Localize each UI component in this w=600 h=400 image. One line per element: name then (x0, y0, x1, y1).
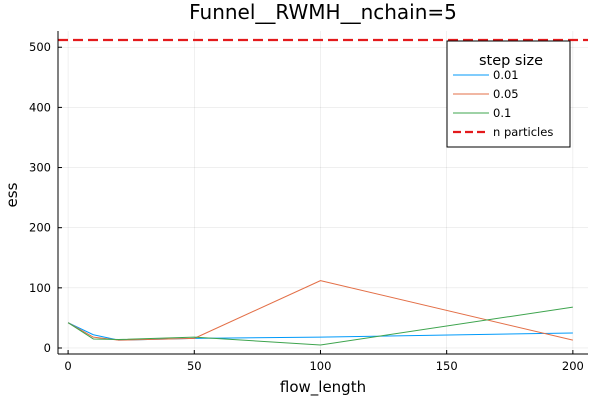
legend: step size 0.01 0.05 0.1 n particles (446, 40, 571, 148)
y-axis-label: ess (3, 182, 21, 207)
legend-entries: 0.01 0.05 0.1 n particles (453, 68, 553, 139)
x-tick-label: 0 (64, 359, 71, 373)
axes (57, 31, 588, 355)
legend-label: n particles (493, 125, 553, 139)
legend-title: step size (479, 53, 543, 69)
x-tick-label: 50 (187, 359, 202, 373)
legend-label: 0.01 (493, 68, 519, 82)
x-tick-label: 200 (562, 359, 584, 373)
y-tick-label: 0 (44, 341, 51, 355)
ticks: 0 50 100 150 200 0 100 200 300 400 500 (29, 40, 584, 373)
series-layer (58, 38, 588, 346)
x-tick-label: 100 (309, 359, 331, 373)
y-tick-label: 200 (29, 221, 51, 235)
series-line-0.1 (67, 306, 573, 346)
legend-label: 0.1 (493, 106, 511, 120)
chart-title: Funnel__RWMH__nchain=5 (189, 0, 457, 24)
legend-label: 0.05 (493, 87, 519, 101)
y-tick-label: 400 (29, 100, 51, 114)
y-tick-label: 500 (29, 40, 51, 54)
y-tick-label: 100 (29, 281, 51, 295)
x-axis-label: flow_length (280, 378, 366, 397)
y-tick-label: 300 (29, 161, 51, 175)
series-line-0.05 (67, 280, 573, 341)
x-tick-label: 150 (436, 359, 458, 373)
